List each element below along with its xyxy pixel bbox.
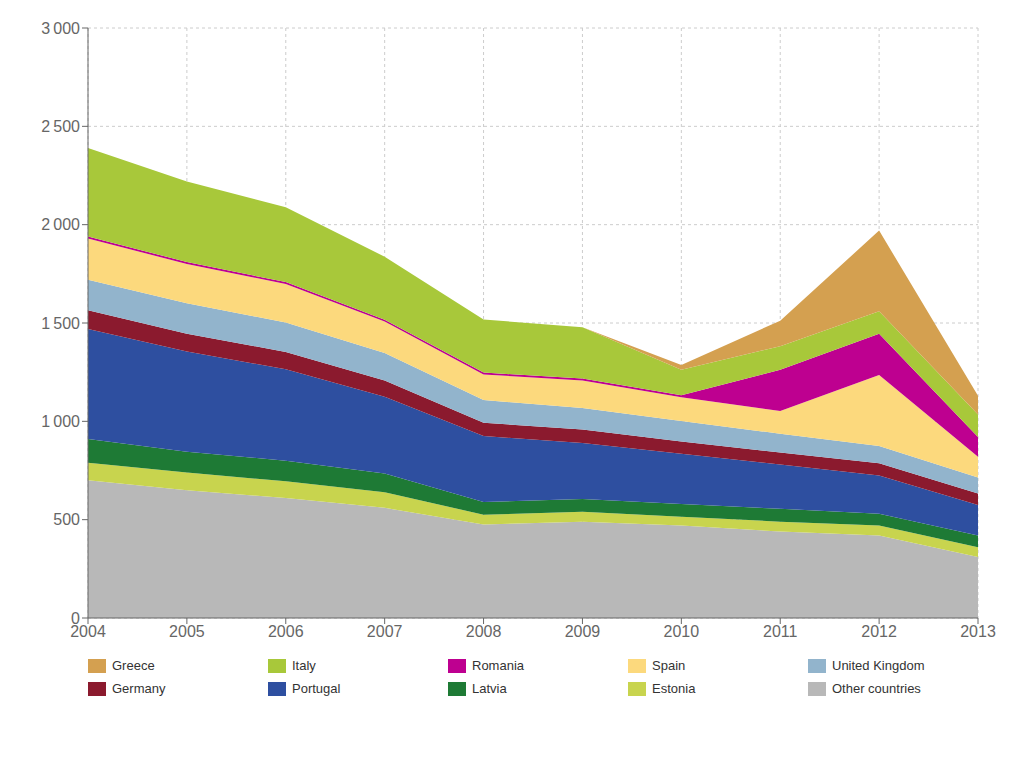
svg-text:2005: 2005	[169, 623, 205, 640]
html-text:Italy: Italy	[292, 658, 316, 673]
html-text:Other countries: Other countries	[832, 681, 921, 696]
svg-text:2007: 2007	[367, 623, 403, 640]
svg-text:2 500: 2 500	[41, 118, 80, 135]
svg-text:2004: 2004	[70, 623, 106, 641]
svg-text:500: 500	[53, 511, 80, 528]
svg-text:3 000: 3 000	[41, 20, 80, 37]
svg-text:2010: 2010	[664, 623, 700, 640]
html-text:Estonia: Estonia	[652, 681, 696, 696]
html-text:Spain: Spain	[652, 658, 686, 673]
html-text:Portugal: Portugal	[292, 681, 341, 696]
html-text:Greece: Greece	[112, 658, 155, 673]
html-text:Romania: Romania	[472, 658, 524, 673]
svg-text:2 000: 2 000	[41, 216, 80, 233]
html-text:United Kingdom: United Kingdom	[832, 658, 925, 673]
svg-text:1 000: 1 000	[41, 413, 80, 430]
svg-text:2008: 2008	[466, 623, 502, 640]
html-text:Germany: Germany	[112, 681, 166, 696]
svg-text:1 500: 1 500	[41, 315, 80, 332]
html-text:Latvia: Latvia	[472, 681, 507, 696]
svg-text:2009: 2009	[565, 623, 601, 640]
svg-text:2006: 2006	[268, 623, 304, 640]
svg-text:2011: 2011	[763, 623, 798, 640]
svg-text:2012: 2012	[861, 623, 897, 640]
svg-text:2013: 2013	[960, 623, 996, 640]
svg-text:0: 0	[71, 610, 80, 627]
